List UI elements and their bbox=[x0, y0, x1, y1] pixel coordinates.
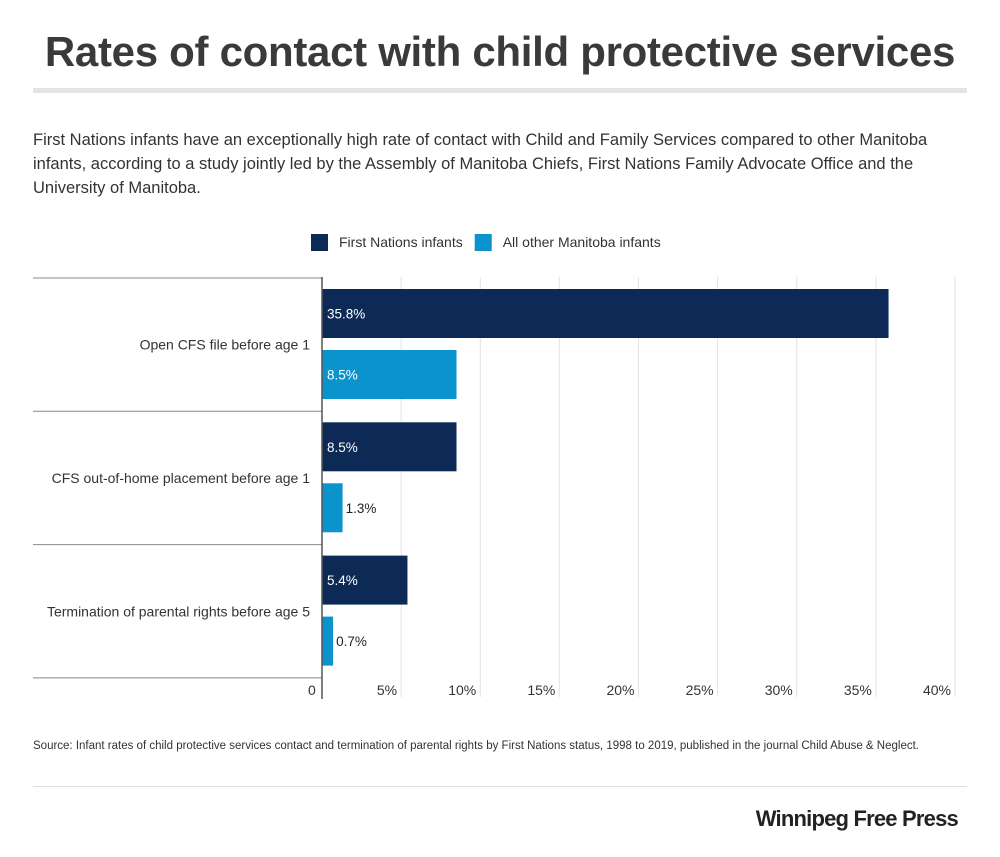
data-label: 35.8% bbox=[327, 307, 365, 322]
category-label: Open CFS file before age 1 bbox=[140, 337, 311, 353]
x-tick-label: 25% bbox=[686, 682, 714, 698]
x-tick-label: 40% bbox=[923, 682, 951, 698]
x-tick-label: 0 bbox=[308, 682, 316, 698]
data-label: 0.7% bbox=[336, 634, 367, 649]
bar-s0-c2 bbox=[322, 555, 408, 605]
data-label: 1.3% bbox=[346, 501, 377, 516]
bar-s1-c0 bbox=[322, 350, 457, 399]
legend-swatch-0 bbox=[311, 234, 328, 251]
legend-label-1: All other Manitoba infants bbox=[503, 234, 661, 250]
data-label: 5.4% bbox=[327, 573, 358, 588]
legend-swatch-1 bbox=[474, 234, 492, 251]
x-tick-label: 20% bbox=[606, 682, 634, 698]
data-label: 8.5% bbox=[327, 368, 358, 383]
source-note: Source: Infant rates of child protective… bbox=[33, 740, 919, 752]
bar-s0-c1 bbox=[322, 422, 457, 472]
category-label: Termination of parental rights before ag… bbox=[47, 603, 310, 619]
chart-title: Rates of contact with child protective s… bbox=[44, 28, 956, 75]
x-tick-label: 15% bbox=[527, 682, 555, 698]
data-label: 8.5% bbox=[327, 440, 358, 455]
bar-s1-c1 bbox=[322, 483, 343, 533]
title-divider bbox=[33, 88, 967, 93]
x-tick-label: 10% bbox=[448, 682, 476, 698]
x-tick-label: 5% bbox=[377, 682, 397, 698]
publisher-logo: Winnipeg Free Press bbox=[755, 806, 959, 831]
chart-subtitle: First Nations infants have an exceptiona… bbox=[33, 131, 928, 197]
x-tick-label: 30% bbox=[765, 682, 793, 698]
legend-label-0: First Nations infants bbox=[339, 234, 463, 250]
bar-chart: First Nations infants All other Manitoba … bbox=[33, 234, 956, 699]
bar-s1-c2 bbox=[322, 616, 334, 666]
bar-s0-c0 bbox=[322, 289, 889, 338]
x-tick-label: 35% bbox=[844, 682, 872, 698]
category-label: CFS out-of-home placement before age 1 bbox=[52, 470, 311, 486]
footer-divider bbox=[33, 786, 967, 787]
